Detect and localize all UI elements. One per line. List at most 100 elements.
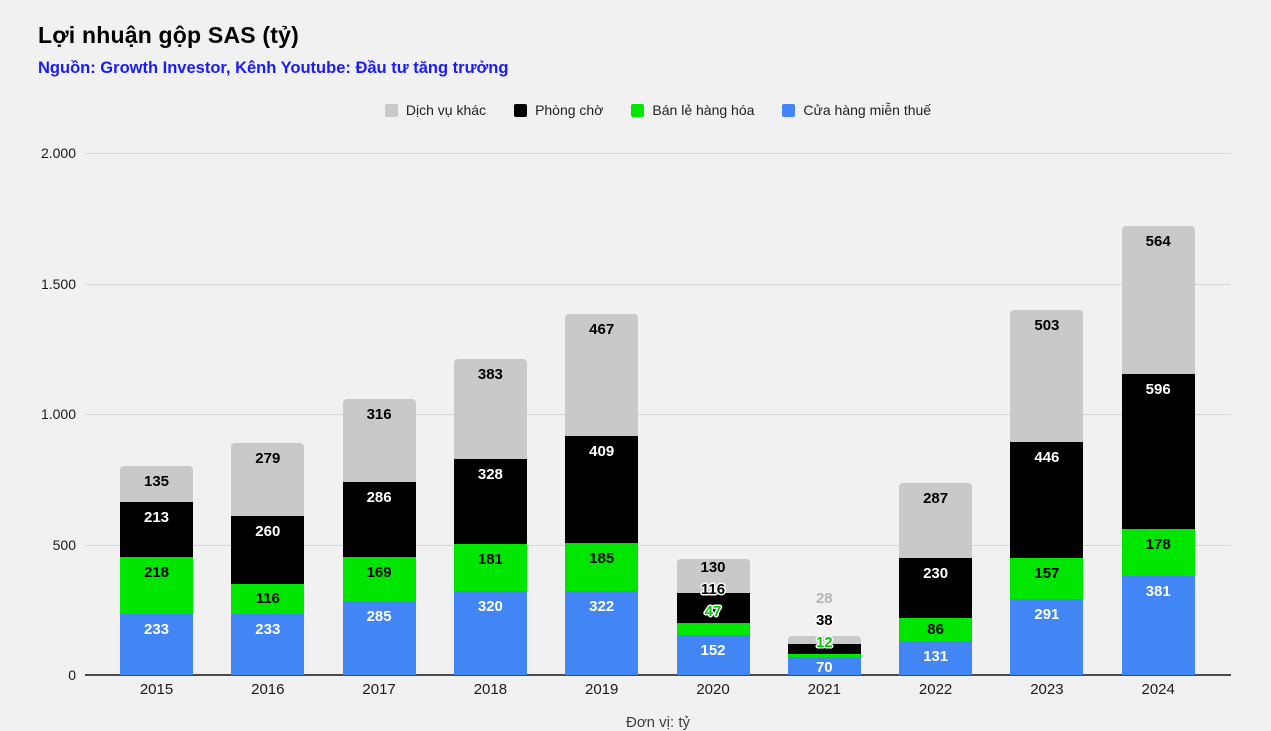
bar-segment-dich-vu-khac-2023 (1010, 310, 1084, 442)
bar-value-label-ban-le-hang-hoa-2022: 86 (927, 620, 944, 638)
y-tick-label-2.000: 2.000 (40, 145, 76, 161)
legend-label-dich-vu-khac: Dịch vụ khác (405, 102, 487, 118)
bar-segment-dich-vu-khac-2017 (342, 399, 416, 482)
legend-swatch-ban-le-hang-hoa (631, 103, 645, 117)
bar-segment-phong-cho-2024 (1121, 373, 1195, 530)
bar-value-label-cua-hang-mien-thue-2020: 152 (700, 642, 726, 660)
bar-segment-ban-le-hang-hoa-2016 (231, 583, 305, 615)
bar-value-label-cua-hang-mien-thue-2018: 320 (477, 598, 503, 616)
legend-item-phong-cho: Phòng chờ (514, 102, 603, 118)
bar-value-label-cua-hang-mien-thue-2023: 291 (1034, 606, 1060, 624)
legend-swatch-phong-cho (514, 103, 528, 117)
bar-value-label-cua-hang-mien-thue-2022: 131 (923, 647, 949, 665)
x-axis-label-2021: 2021 (807, 681, 841, 698)
bar-value-label-phong-cho-2024: 596 (1145, 380, 1171, 398)
bar-segment-dich-vu-khac-2024 (1121, 226, 1195, 374)
x-axis-label-2018: 2018 (473, 681, 508, 698)
bar-segment-phong-cho-2015 (120, 501, 193, 558)
bar-value-label-cua-hang-mien-thue-2024: 381 (1145, 582, 1171, 600)
bar-segment-cua-hang-mien-thue-2021 (787, 656, 861, 675)
bar-segment-ban-le-hang-hoa-2019 (565, 542, 639, 591)
bar-segment-dich-vu-khac-2020 (676, 558, 750, 593)
bar-segment-ban-le-hang-hoa-2015 (120, 557, 193, 615)
legend-swatch-cua-hang-mien-thue (782, 103, 796, 117)
bar-value-label-dich-vu-khac-2018: 383 (477, 365, 503, 383)
bar-value-label-ban-le-hang-hoa-2021: 12 (815, 633, 833, 651)
legend-item-ban-le-hang-hoa: Bán lẻ hàng hóa (631, 102, 754, 118)
bar-value-label-cua-hang-mien-thue-2016: 233 (255, 621, 281, 639)
chart-title: Lợi nhuận gộp SAS (tỷ) (38, 22, 299, 48)
bar-segment-cua-hang-mien-thue-2024 (1121, 575, 1195, 675)
y-tick-label-1.500: 1.500 (40, 275, 76, 292)
bar-segment-cua-hang-mien-thue-2015 (120, 614, 193, 675)
bar-value-label-ban-le-hang-hoa-2023: 157 (1034, 565, 1060, 583)
legend-swatch-dich-vu-khac (384, 103, 398, 117)
bar-value-label-ban-le-hang-hoa-2018: 181 (477, 551, 503, 569)
bar-segment-cua-hang-mien-thue-2022 (899, 640, 973, 675)
y-tick-label-0: 0 (68, 667, 76, 683)
bar-segment-phong-cho-2020 (676, 592, 750, 624)
legend: Dịch vụ khác Phòng chờ Bán lẻ hàng hóa Cửa … (85, 102, 1231, 118)
legend-item-cua-hang-mien-thue: Cửa hàng miễn thuế (782, 102, 931, 118)
legend-label-cua-hang-mien-thue: Cửa hàng miễn thuế (803, 102, 932, 118)
bar-value-label-ban-le-hang-hoa-2019: 185 (589, 549, 615, 567)
bar-segment-phong-cho-2017 (342, 481, 416, 557)
bar-segment-dich-vu-khac-2019 (565, 314, 639, 436)
bar-value-label-dich-vu-khac-2022: 287 (923, 490, 949, 508)
bar-segment-dich-vu-khac-2022 (899, 483, 973, 559)
x-axis-title-clipped: Đơn vị: tỷ (625, 714, 690, 731)
bar-segment-ban-le-hang-hoa-2018 (453, 544, 527, 592)
x-axis-label-2022: 2022 (918, 681, 953, 698)
bar-segment-phong-cho-2022 (899, 558, 973, 619)
bar-segment-ban-le-hang-hoa-2022 (899, 618, 973, 641)
bar-value-label-ban-le-hang-hoa-2015: 218 (143, 564, 170, 582)
bar-segment-ban-le-hang-hoa-2021 (787, 653, 861, 657)
gridline-1.500 (85, 283, 1231, 285)
bar-value-label-phong-cho-2017: 286 (366, 488, 392, 506)
bar-segment-ban-le-hang-hoa-2024 (1121, 529, 1195, 576)
gridline-2.000 (85, 153, 1231, 154)
x-axis-label-2017: 2017 (362, 681, 396, 698)
bar-value-label-phong-cho-2020: 116 (700, 581, 726, 599)
bar-segment-dich-vu-khac-2015 (120, 466, 193, 502)
bar-segment-cua-hang-mien-thue-2016 (231, 614, 305, 675)
legend-label-ban-le-hang-hoa: Bán lẻ hàng hóa (652, 102, 755, 118)
gridline-1.000 (85, 414, 1231, 415)
x-axis-label-2019: 2019 (585, 681, 619, 698)
bar-segment-phong-cho-2018 (453, 458, 527, 545)
bar-segment-phong-cho-2021 (787, 643, 861, 654)
bar-value-label-dich-vu-khac-2023: 503 (1034, 317, 1060, 335)
bar-value-label-phong-cho-2021: 38 (815, 611, 833, 629)
x-axis-line (85, 674, 1231, 676)
legend-label-phong-cho: Phòng chờ (535, 102, 604, 118)
bar-value-label-dich-vu-khac-2021: 28 (815, 589, 833, 607)
bar-value-label-dich-vu-khac-2017: 316 (366, 406, 392, 424)
bar-value-label-cua-hang-mien-thue-2017: 285 (366, 607, 392, 625)
bar-value-label-dich-vu-khac-2020: 130 (700, 559, 726, 577)
bar-value-label-phong-cho-2019: 409 (589, 442, 615, 460)
bar-value-label-ban-le-hang-hoa-2024: 178 (1145, 536, 1171, 554)
bar-value-label-cua-hang-mien-thue-2019: 322 (589, 597, 615, 615)
x-axis-label-2016: 2016 (251, 681, 285, 698)
x-axis-label-2020: 2020 (696, 681, 730, 698)
bar-value-label-phong-cho-2018: 328 (477, 465, 503, 483)
y-tick-label-500: 500 (52, 536, 76, 553)
bar-segment-cua-hang-mien-thue-2023 (1010, 599, 1084, 675)
x-axis-label-2023: 2023 (1030, 681, 1064, 698)
bar-segment-ban-le-hang-hoa-2017 (342, 556, 416, 601)
bar-segment-dich-vu-khac-2021 (787, 636, 861, 644)
bar-value-label-cua-hang-mien-thue-2015: 233 (143, 621, 170, 639)
bar-segment-cua-hang-mien-thue-2018 (453, 591, 527, 675)
bar-segment-dich-vu-khac-2018 (453, 358, 527, 459)
bar-segment-phong-cho-2023 (1010, 441, 1084, 559)
bar-value-label-phong-cho-2015: 213 (143, 508, 170, 526)
bar-segment-dich-vu-khac-2016 (231, 443, 305, 517)
legend-item-dich-vu-khac: Dịch vụ khác (384, 102, 487, 118)
bar-value-label-phong-cho-2023: 446 (1034, 448, 1060, 466)
bar-value-label-phong-cho-2016: 260 (255, 523, 281, 541)
bar-value-label-dich-vu-khac-2016: 279 (255, 450, 281, 468)
x-axis-label-2024: 2024 (1141, 681, 1175, 698)
gridline-500 (85, 544, 1231, 546)
bar-segment-cua-hang-mien-thue-2017 (342, 600, 416, 675)
